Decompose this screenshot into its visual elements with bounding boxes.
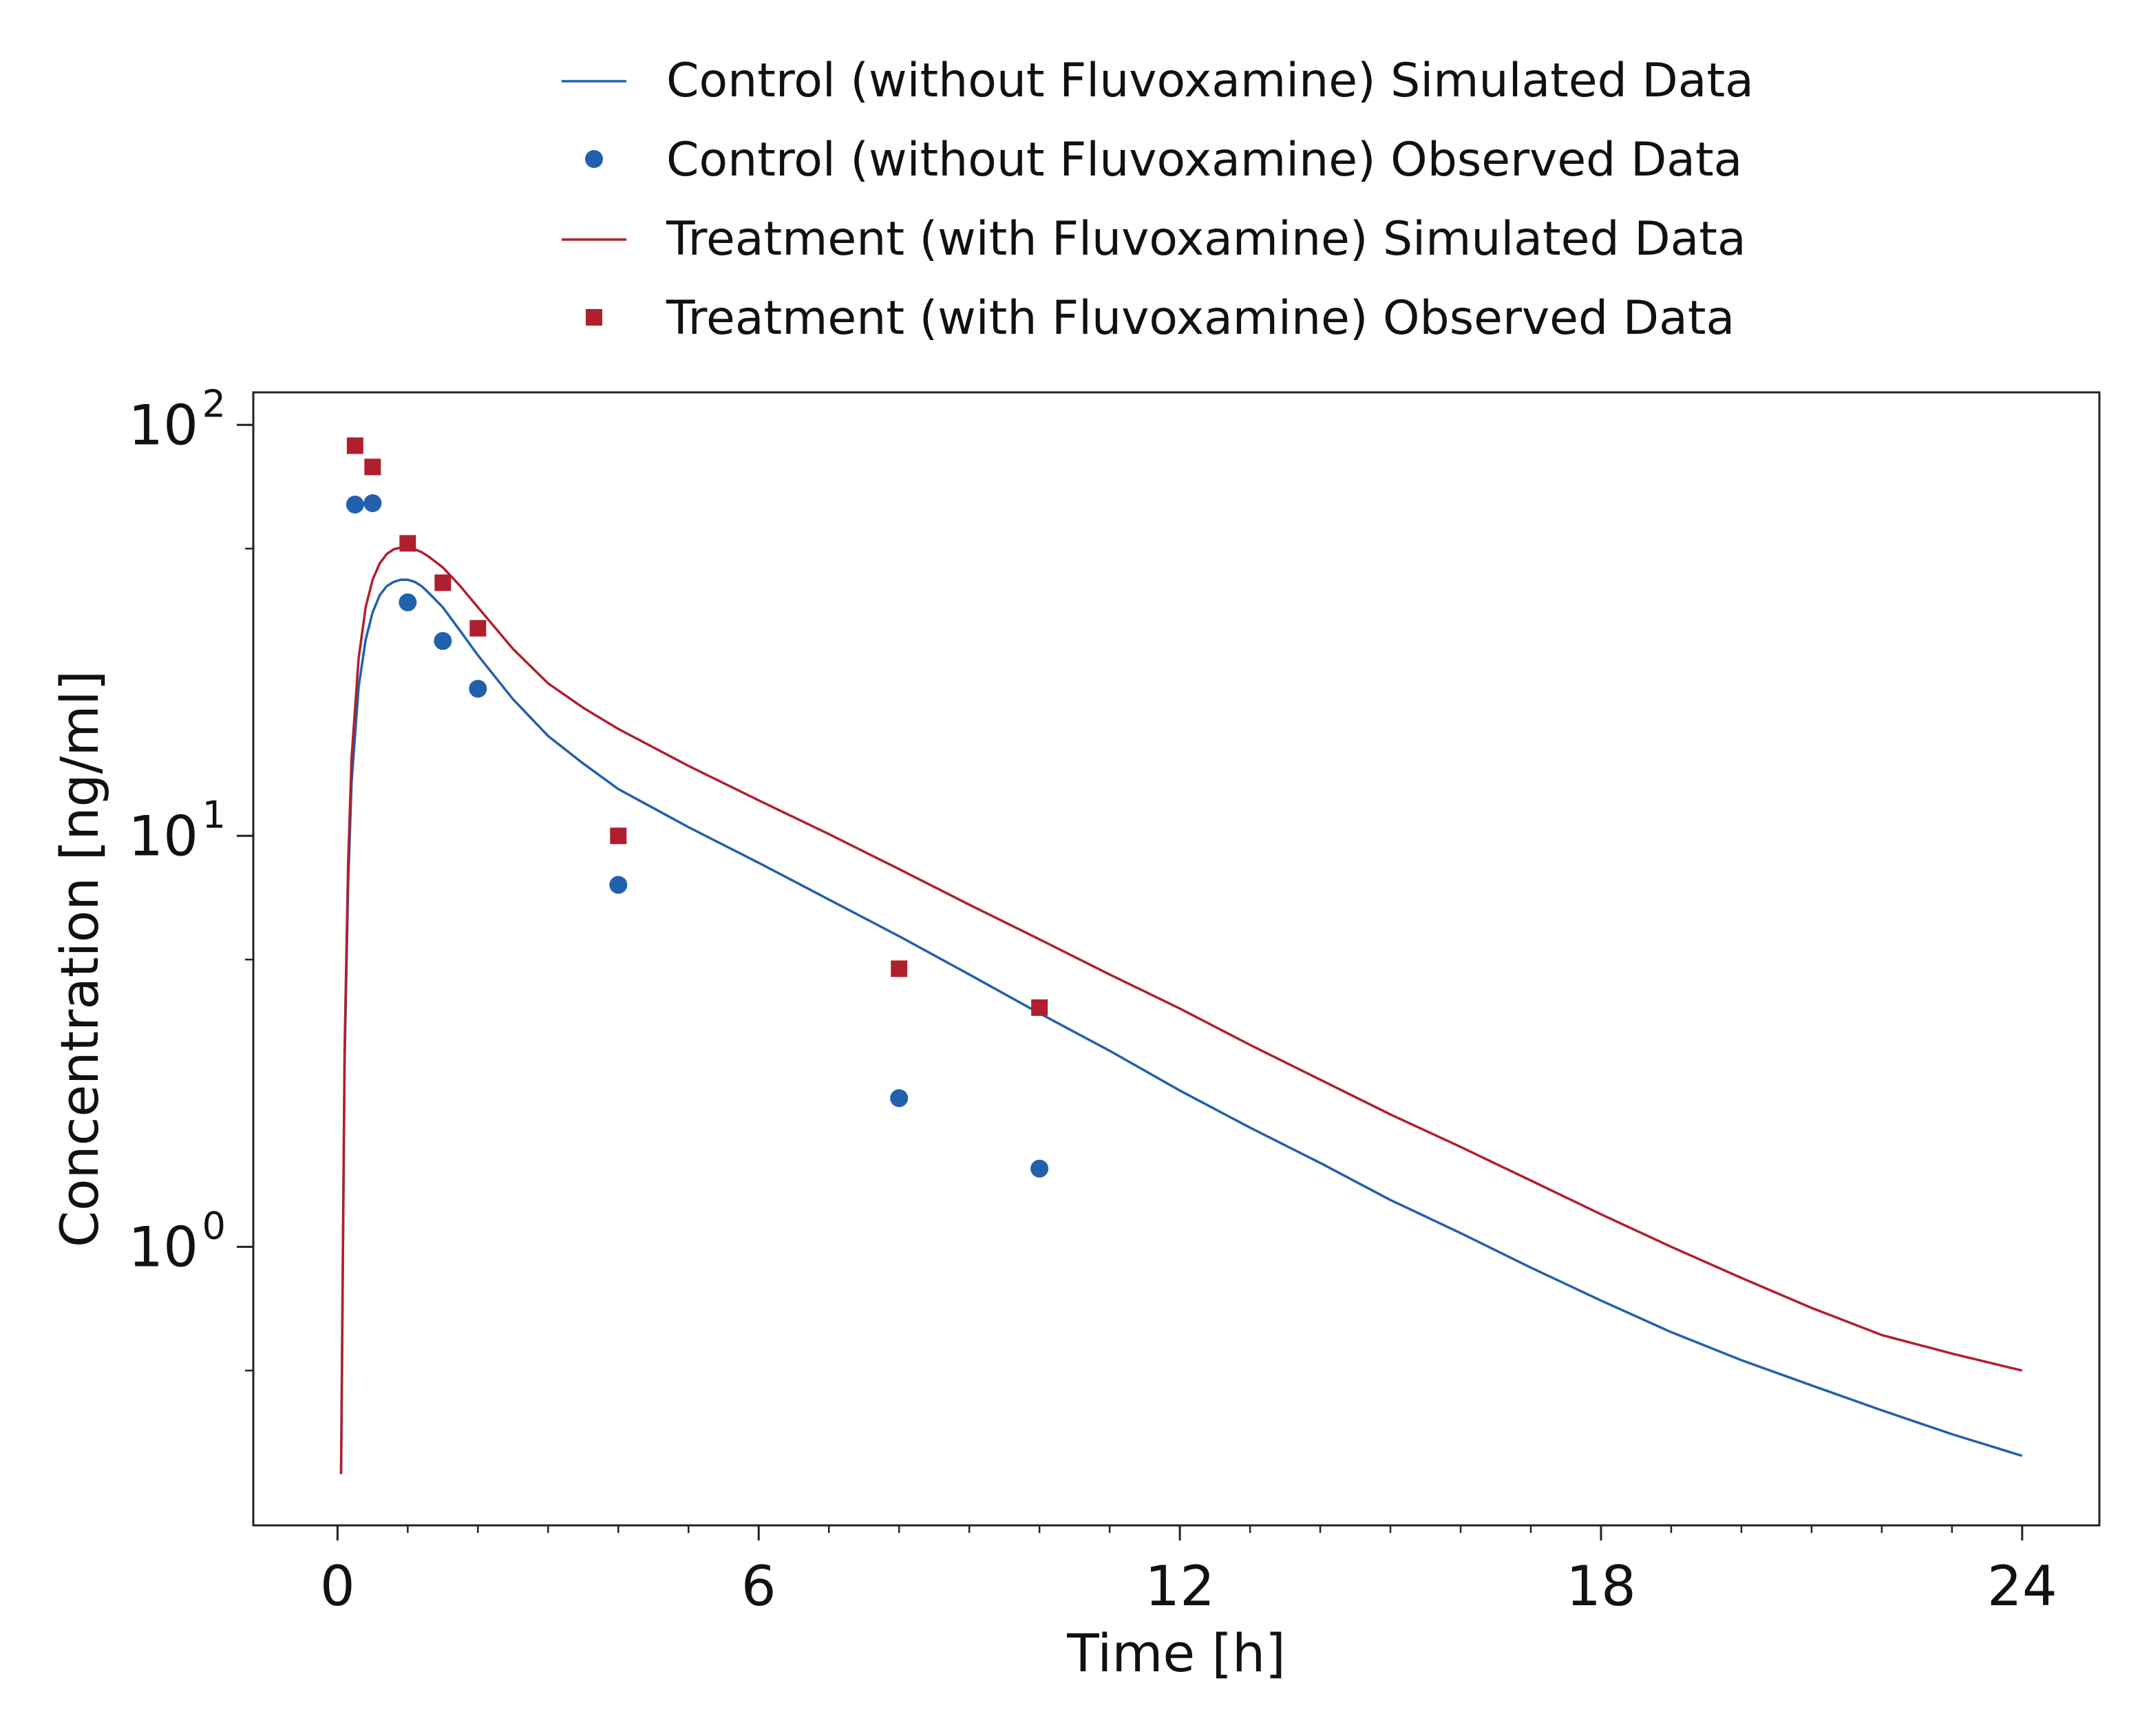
data-point-circle [399,593,417,612]
data-point-circle [363,494,382,512]
legend-label: Control (without Fluvoxamine) Simulated … [666,54,1754,108]
series-line-0 [339,578,2023,1474]
data-point-square [1031,999,1048,1016]
data-point-circle [346,495,364,514]
series-line-2 [339,546,2023,1474]
legend-circle-swatch [585,150,603,168]
data-point-square [399,535,416,552]
y-tick-base: 10 [128,804,198,868]
x-tick-label: 0 [320,1554,355,1618]
x-axis-ticks: 0 6 12 18 24 [320,1525,2057,1618]
y-tick-label: 10 [128,804,198,868]
y-tick-base: 10 [128,1215,198,1279]
x-axis-label: Time [h] [1066,1622,1286,1684]
data-point-circle [609,876,628,894]
legend-square-swatch [586,309,602,326]
data-point-square [610,827,627,845]
legend-label: Control (without Fluvoxamine) Observed D… [666,133,1742,187]
legend-label: Treatment (with Fluvoxamine) Simulated D… [666,212,1746,266]
data-point-square [364,458,381,476]
x-tick-label: 18 [1566,1554,1636,1618]
y-tick-exponent: 0 [202,1204,226,1247]
y-tick-exponent: 1 [202,793,226,836]
data-point-square [434,574,452,591]
data-point-square [469,620,487,637]
y-tick-base: 10 [128,393,198,457]
x-tick-label: 24 [1987,1554,2057,1618]
data-point-circle [1030,1159,1049,1178]
data-point-square [891,960,908,977]
legend-label: Treatment (with Fluvoxamine) Observed Da… [666,291,1735,346]
plot-content [339,437,2023,1474]
y-tick-label: 10 [128,393,198,457]
plot-frame [252,391,2101,1527]
data-point-circle [890,1089,909,1108]
y-tick-exponent: 2 [202,382,226,425]
legend: Control (without Fluvoxamine) Simulated … [562,54,1754,346]
y-axis-label: Concentration [ng/ml] [49,670,110,1247]
x-tick-label: 12 [1145,1554,1215,1618]
y-tick-label: 10 [128,1215,198,1279]
x-tick-label: 6 [741,1554,776,1618]
data-point-circle [469,679,487,698]
data-point-square [346,437,363,454]
data-point-circle [434,632,452,650]
